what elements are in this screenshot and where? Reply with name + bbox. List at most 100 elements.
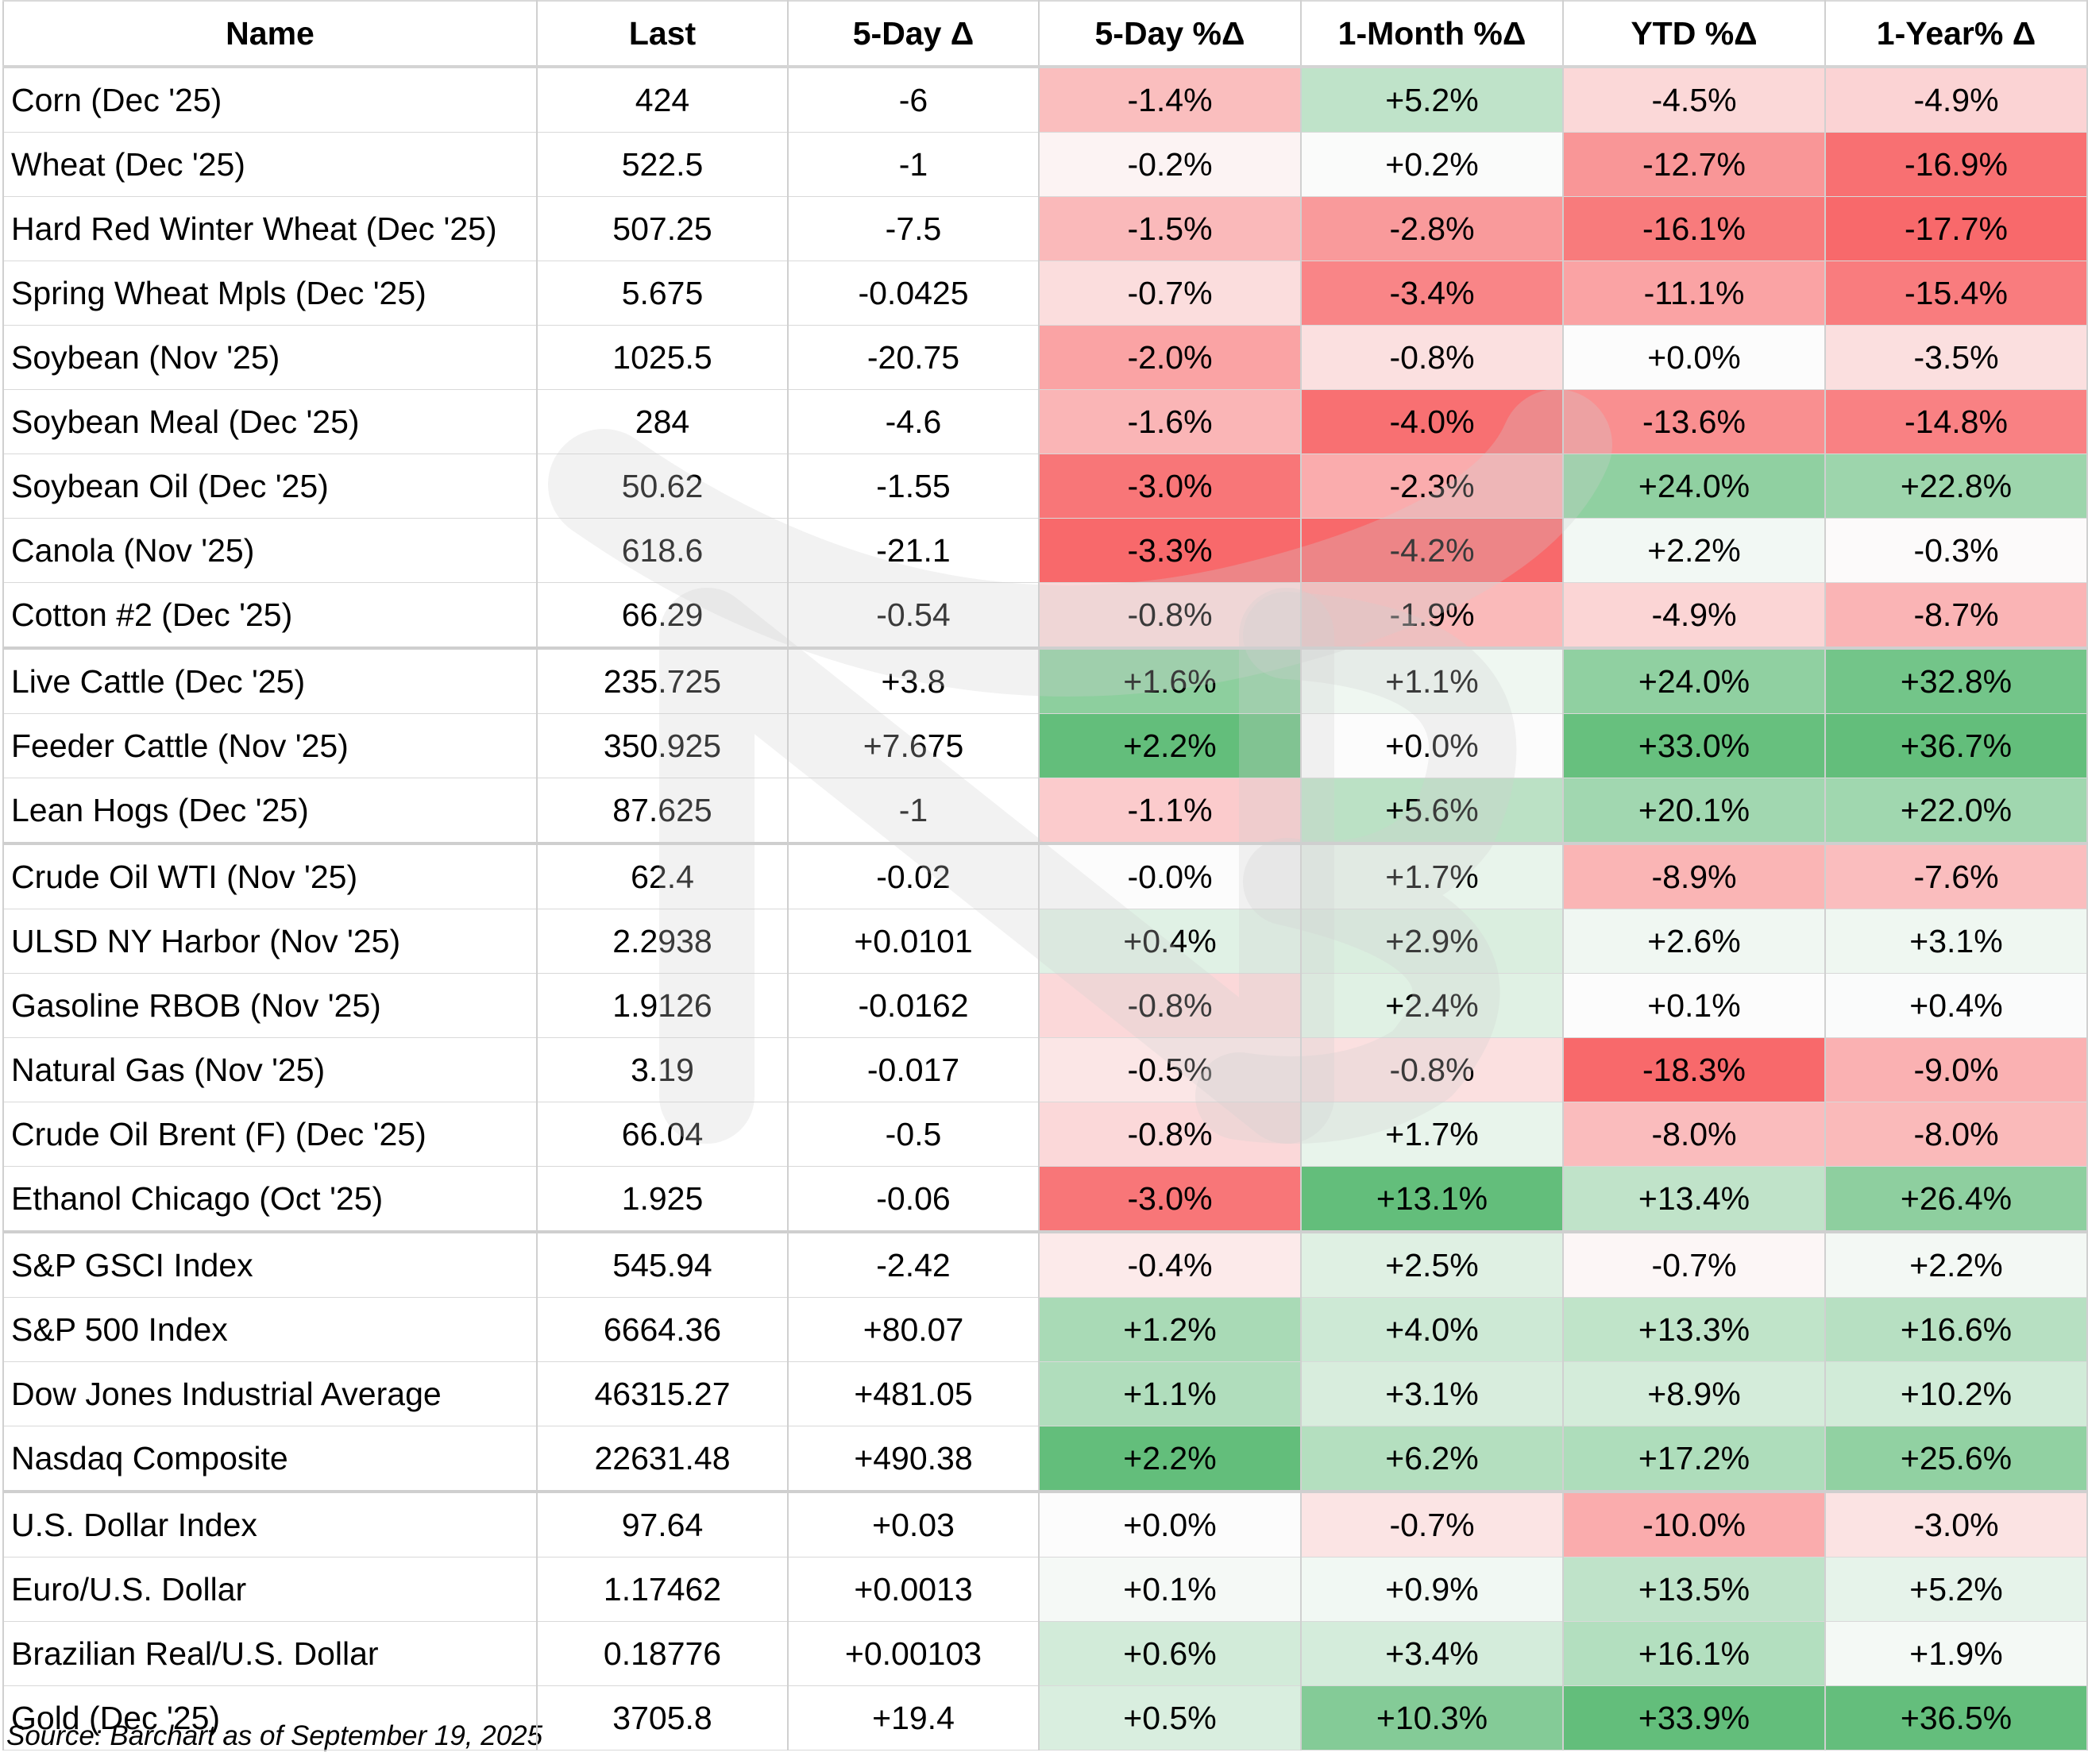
cell-last: 424 [536, 66, 789, 133]
cell-5day-change: +7.675 [787, 713, 1040, 778]
cell-1month-pct: +2.5% [1300, 1230, 1564, 1298]
cell-1year-pct: +22.8% [1824, 454, 2088, 519]
cell-ytd-pct: -4.5% [1562, 66, 1826, 133]
table-row: Cotton #2 (Dec '25) 66.29 -0.54 -0.8% -1.9% -… [2, 582, 2088, 649]
cell-5day-pct: -2.0% [1038, 325, 1302, 390]
cell-last: 522.5 [536, 132, 789, 197]
cell-5day-pct: -0.8% [1038, 1102, 1302, 1167]
cell-ytd-pct: +33.9% [1562, 1685, 1826, 1750]
cell-1month-pct: +2.4% [1300, 973, 1564, 1038]
cell-name: Canola (Nov '25) [2, 518, 538, 583]
cell-ytd-pct: -10.0% [1562, 1490, 1826, 1557]
cell-5day-pct: +2.2% [1038, 713, 1302, 778]
cell-5day-change: -1.55 [787, 454, 1040, 519]
cell-last: 235.725 [536, 647, 789, 714]
cell-name: Soybean (Nov '25) [2, 325, 538, 390]
cell-1month-pct: -2.3% [1300, 454, 1564, 519]
cell-5day-pct: +0.1% [1038, 1557, 1302, 1622]
cell-5day-pct: -1.4% [1038, 66, 1302, 133]
cell-1year-pct: -4.9% [1824, 66, 2088, 133]
cell-1year-pct: +0.4% [1824, 973, 2088, 1038]
cell-5day-pct: -0.2% [1038, 132, 1302, 197]
cell-1month-pct: +6.2% [1300, 1426, 1564, 1492]
cell-name: Nasdaq Composite [2, 1426, 538, 1492]
cell-last: 0.18776 [536, 1621, 789, 1686]
cell-last: 1.925 [536, 1166, 789, 1233]
cell-5day-pct: +1.2% [1038, 1297, 1302, 1362]
cell-1year-pct: -17.7% [1824, 196, 2088, 261]
cell-5day-change: +19.4 [787, 1685, 1040, 1750]
header-last: Last [536, 0, 789, 68]
cell-5day-pct: +0.0% [1038, 1490, 1302, 1557]
cell-1month-pct: +0.9% [1300, 1557, 1564, 1622]
cell-1year-pct: -8.0% [1824, 1102, 2088, 1167]
table-row: Feeder Cattle (Nov '25) 350.925 +7.675 +2.2… [2, 713, 2088, 778]
cell-ytd-pct: -13.6% [1562, 389, 1826, 454]
cell-5day-change: -0.0425 [787, 261, 1040, 326]
cell-1month-pct: +1.7% [1300, 1102, 1564, 1167]
cell-1month-pct: +2.9% [1300, 909, 1564, 974]
cell-5day-change: -7.5 [787, 196, 1040, 261]
cell-name: Corn (Dec '25) [2, 66, 538, 133]
header-row: Name Last 5-Day Δ 5-Day %Δ 1-Month %Δ YT… [2, 0, 2088, 68]
cell-last: 545.94 [536, 1230, 789, 1298]
cell-1month-pct: +5.2% [1300, 66, 1564, 133]
cell-1month-pct: -0.7% [1300, 1490, 1564, 1557]
header-5day-pct: 5-Day %Δ [1038, 0, 1302, 68]
cell-5day-change: -1 [787, 132, 1040, 197]
cell-last: 2.2938 [536, 909, 789, 974]
cell-1year-pct: -0.3% [1824, 518, 2088, 583]
table-row: Dow Jones Industrial Average 46315.27 +481… [2, 1361, 2088, 1426]
header-ytd-pct: YTD %Δ [1562, 0, 1826, 68]
cell-5day-pct: -3.0% [1038, 1166, 1302, 1233]
cell-ytd-pct: -0.7% [1562, 1230, 1826, 1298]
cell-1month-pct: -1.9% [1300, 582, 1564, 649]
cell-ytd-pct: +2.2% [1562, 518, 1826, 583]
table-row: Crude Oil WTI (Nov '25) 62.4 -0.02 -0.0% +1.… [2, 842, 2088, 909]
cell-1year-pct: +16.6% [1824, 1297, 2088, 1362]
cell-1year-pct: -16.9% [1824, 132, 2088, 197]
cell-ytd-pct: -11.1% [1562, 261, 1826, 326]
table-row: Lean Hogs (Dec '25) 87.625 -1 -1.1% +5.6% +20… [2, 778, 2088, 844]
cell-last: 3705.8 [536, 1685, 789, 1750]
cell-ytd-pct: +24.0% [1562, 454, 1826, 519]
table-row: Spring Wheat Mpls (Dec '25) 5.675 -0.0425-… [2, 261, 2088, 326]
cell-5day-pct: -0.0% [1038, 842, 1302, 909]
cell-5day-change: -2.42 [787, 1230, 1040, 1298]
cell-ytd-pct: +13.5% [1562, 1557, 1826, 1622]
cell-name: Brazilian Real/U.S. Dollar [2, 1621, 538, 1686]
cell-5day-pct: -0.8% [1038, 973, 1302, 1038]
cell-1year-pct: +3.1% [1824, 909, 2088, 974]
cell-5day-change: +481.05 [787, 1361, 1040, 1426]
table-row: Soybean (Nov '25) 1025.5 -20.75 -2.0% -0.8% +… [2, 325, 2088, 390]
table-row: Live Cattle (Dec '25) 235.725 +3.8 +1.6% +1.… [2, 647, 2088, 714]
cell-last: 46315.27 [536, 1361, 789, 1426]
cell-5day-pct: -0.8% [1038, 582, 1302, 649]
cell-5day-change: -0.017 [787, 1037, 1040, 1102]
cell-1year-pct: +26.4% [1824, 1166, 2088, 1233]
cell-last: 87.625 [536, 778, 789, 844]
cell-5day-change: +0.00103 [787, 1621, 1040, 1686]
cell-ytd-pct: -12.7% [1562, 132, 1826, 197]
table-row: Hard Red Winter Wheat (Dec '25) 507.25 -7.… [2, 196, 2088, 261]
header-1month-pct: 1-Month %Δ [1300, 0, 1564, 68]
cell-last: 1.17462 [536, 1557, 789, 1622]
cell-last: 50.62 [536, 454, 789, 519]
cell-1year-pct: +1.9% [1824, 1621, 2088, 1686]
cell-5day-pct: -1.1% [1038, 778, 1302, 844]
cell-last: 350.925 [536, 713, 789, 778]
cell-5day-change: -1 [787, 778, 1040, 844]
cell-1month-pct: +5.6% [1300, 778, 1564, 844]
cell-1month-pct: +13.1% [1300, 1166, 1564, 1233]
cell-last: 22631.48 [536, 1426, 789, 1492]
cell-5day-change: +0.0013 [787, 1557, 1040, 1622]
table-row: Ethanol Chicago (Oct '25) 1.925 -0.06 -3.0%… [2, 1166, 2088, 1233]
cell-name: Gasoline RBOB (Nov '25) [2, 973, 538, 1038]
cell-ytd-pct: +17.2% [1562, 1426, 1826, 1492]
header-1year-pct: 1-Year% Δ [1824, 0, 2088, 68]
cell-1year-pct: +25.6% [1824, 1426, 2088, 1492]
cell-name: S&P GSCI Index [2, 1230, 538, 1298]
cell-1year-pct: -9.0% [1824, 1037, 2088, 1102]
cell-5day-change: -21.1 [787, 518, 1040, 583]
